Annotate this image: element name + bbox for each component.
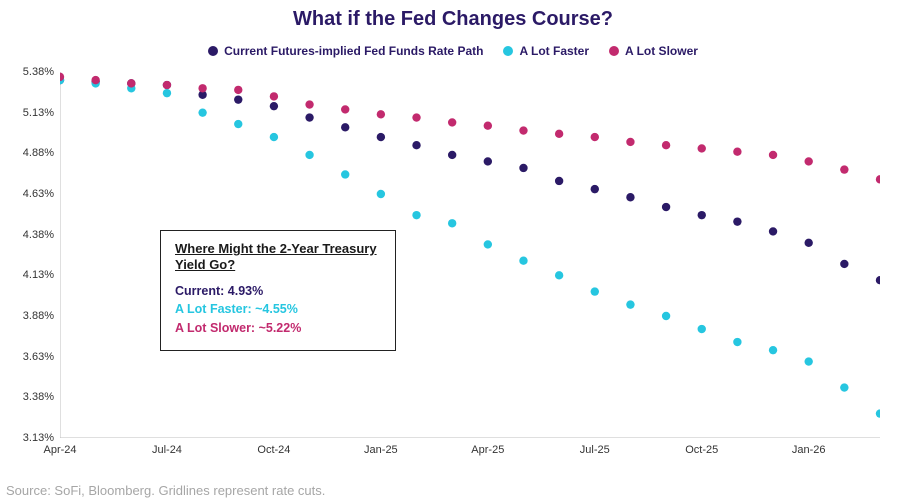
callout-box: Where Might the 2-Year Treasury Yield Go… (160, 230, 396, 351)
data-point-faster (484, 240, 492, 248)
data-point-slower (91, 76, 99, 84)
data-point-faster (591, 287, 599, 295)
data-point-slower (377, 110, 385, 118)
data-point-faster (840, 383, 848, 391)
legend-item-1: A Lot Faster (503, 44, 589, 58)
data-point-slower (127, 79, 135, 87)
data-point-faster (305, 151, 313, 159)
data-point-slower (412, 113, 420, 121)
callout-line-1: A Lot Faster: ~4.55% (175, 300, 381, 319)
data-point-slower (804, 157, 812, 165)
data-point-slower (163, 81, 171, 89)
data-point-slower (733, 148, 741, 156)
data-point-faster (377, 190, 385, 198)
data-point-current (412, 141, 420, 149)
legend-dot-icon (208, 46, 218, 56)
data-point-faster (733, 338, 741, 346)
legend-label: A Lot Faster (519, 44, 589, 58)
data-point-slower (769, 151, 777, 159)
data-point-slower (662, 141, 670, 149)
x-axis-label: Apr-24 (43, 438, 76, 456)
y-axis-label: 3.63% (23, 351, 60, 363)
data-point-faster (519, 256, 527, 264)
chart-container: What if the Fed Changes Course? Current … (0, 0, 906, 502)
data-point-faster (876, 409, 880, 417)
y-axis-label: 4.63% (23, 188, 60, 200)
data-point-faster (555, 271, 563, 279)
data-point-slower (555, 130, 563, 138)
callout-lines: Current: 4.93%A Lot Faster: ~4.55%A Lot … (175, 282, 381, 338)
x-axis-label: Oct-25 (685, 438, 718, 456)
callout-line-2: A Lot Slower: ~5.22% (175, 319, 381, 338)
data-point-faster (769, 346, 777, 354)
y-axis-label: 4.88% (23, 147, 60, 159)
data-point-current (698, 211, 706, 219)
data-point-current (626, 193, 634, 201)
data-point-current (733, 217, 741, 225)
data-point-current (876, 276, 880, 284)
data-point-faster (804, 357, 812, 365)
legend-label: Current Futures-implied Fed Funds Rate P… (224, 44, 483, 58)
data-point-faster (448, 219, 456, 227)
data-point-current (662, 203, 670, 211)
data-point-current (484, 157, 492, 165)
data-point-current (377, 133, 385, 141)
x-axis-label: Apr-25 (471, 438, 504, 456)
data-point-slower (876, 175, 880, 183)
callout-line-0: Current: 4.93% (175, 282, 381, 301)
y-axis-label: 3.38% (23, 391, 60, 403)
data-point-current (270, 102, 278, 110)
data-point-current (804, 239, 812, 247)
data-point-faster (163, 89, 171, 97)
y-axis-label: 3.88% (23, 310, 60, 322)
data-point-current (840, 260, 848, 268)
data-point-slower (270, 92, 278, 100)
chart-legend: Current Futures-implied Fed Funds Rate P… (0, 44, 906, 59)
legend-label: A Lot Slower (625, 44, 698, 58)
data-point-faster (412, 211, 420, 219)
x-axis-label: Oct-24 (257, 438, 290, 456)
legend-item-2: A Lot Slower (609, 44, 698, 58)
x-axis-label: Jul-25 (580, 438, 610, 456)
data-point-slower (698, 144, 706, 152)
data-point-faster (234, 120, 242, 128)
data-point-faster (270, 133, 278, 141)
data-point-faster (626, 300, 634, 308)
data-point-current (234, 95, 242, 103)
data-point-current (341, 123, 349, 131)
data-point-slower (591, 133, 599, 141)
data-point-slower (234, 86, 242, 94)
data-point-current (519, 164, 527, 172)
data-point-current (305, 113, 313, 121)
data-point-slower (448, 118, 456, 126)
source-text: Source: SoFi, Bloomberg. Gridlines repre… (6, 483, 325, 498)
data-point-current (591, 185, 599, 193)
x-axis-label: Jul-24 (152, 438, 182, 456)
data-point-faster (662, 312, 670, 320)
data-point-current (769, 227, 777, 235)
legend-dot-icon (503, 46, 513, 56)
y-axis-label: 5.38% (23, 66, 60, 78)
data-point-faster (341, 170, 349, 178)
data-point-slower (840, 165, 848, 173)
data-point-current (448, 151, 456, 159)
data-point-faster (698, 325, 706, 333)
callout-title: Where Might the 2-Year Treasury Yield Go… (175, 241, 381, 274)
chart-title: What if the Fed Changes Course? (0, 8, 906, 31)
y-axis-label: 5.13% (23, 107, 60, 119)
y-axis-label: 4.38% (23, 229, 60, 241)
x-axis-label: Jan-26 (792, 438, 826, 456)
legend-dot-icon (609, 46, 619, 56)
data-point-slower (626, 138, 634, 146)
data-point-slower (305, 100, 313, 108)
data-point-slower (341, 105, 349, 113)
data-point-slower (198, 84, 206, 92)
x-axis-label: Jan-25 (364, 438, 398, 456)
data-point-slower (484, 121, 492, 129)
y-axis-label: 4.13% (23, 269, 60, 281)
data-point-faster (198, 108, 206, 116)
legend-item-0: Current Futures-implied Fed Funds Rate P… (208, 44, 483, 58)
data-point-current (555, 177, 563, 185)
data-point-slower (519, 126, 527, 134)
